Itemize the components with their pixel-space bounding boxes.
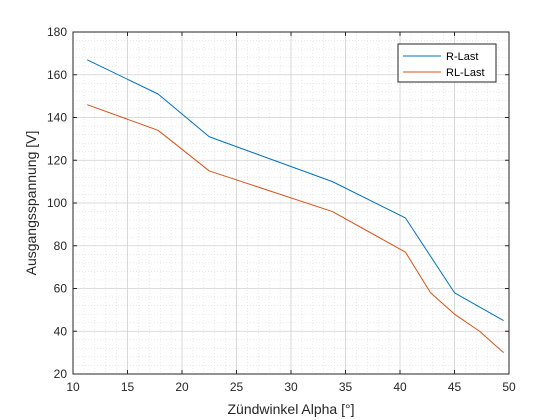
y-tick-label: 40 xyxy=(54,324,68,338)
x-axis-label: Zündwinkel Alpha [°] xyxy=(227,401,354,417)
x-tick-label: 25 xyxy=(230,380,244,394)
y-tick-label: 160 xyxy=(47,68,67,82)
series-line-rl-last xyxy=(86,104,504,353)
y-tick-label: 120 xyxy=(47,153,67,167)
x-tick-labels: 10 15 20 25 30 35 40 45 50 xyxy=(66,380,516,394)
y-axis-label: Ausgangsspannung [V] xyxy=(23,131,39,276)
series-line-r-last xyxy=(86,59,504,321)
y-tick-labels: 20 40 60 80 100 120 140 160 180 xyxy=(47,25,67,381)
legend-label-rl-last: RL-Last xyxy=(446,67,485,79)
legend-label-r-last: R-Last xyxy=(446,51,478,63)
y-tick-label: 60 xyxy=(54,282,68,296)
legend-box xyxy=(397,43,497,83)
x-tick-label: 10 xyxy=(66,380,80,394)
y-tick-label: 80 xyxy=(54,239,68,253)
x-tick-label: 45 xyxy=(448,380,462,394)
y-tick-label: 180 xyxy=(47,25,67,39)
x-tick-label: 50 xyxy=(502,380,516,394)
y-tick-label: 100 xyxy=(47,196,67,210)
x-tick-label: 15 xyxy=(121,380,135,394)
x-tick-label: 20 xyxy=(175,380,189,394)
y-tick-label: 140 xyxy=(47,111,67,125)
y-tick-label: 20 xyxy=(54,367,68,381)
legend[interactable]: R-Last RL-Last xyxy=(397,43,497,83)
x-tick-label: 35 xyxy=(339,380,353,394)
tick-marks xyxy=(72,31,510,375)
x-tick-label: 30 xyxy=(284,380,298,394)
x-tick-label: 40 xyxy=(393,380,407,394)
series-layer xyxy=(86,59,504,353)
